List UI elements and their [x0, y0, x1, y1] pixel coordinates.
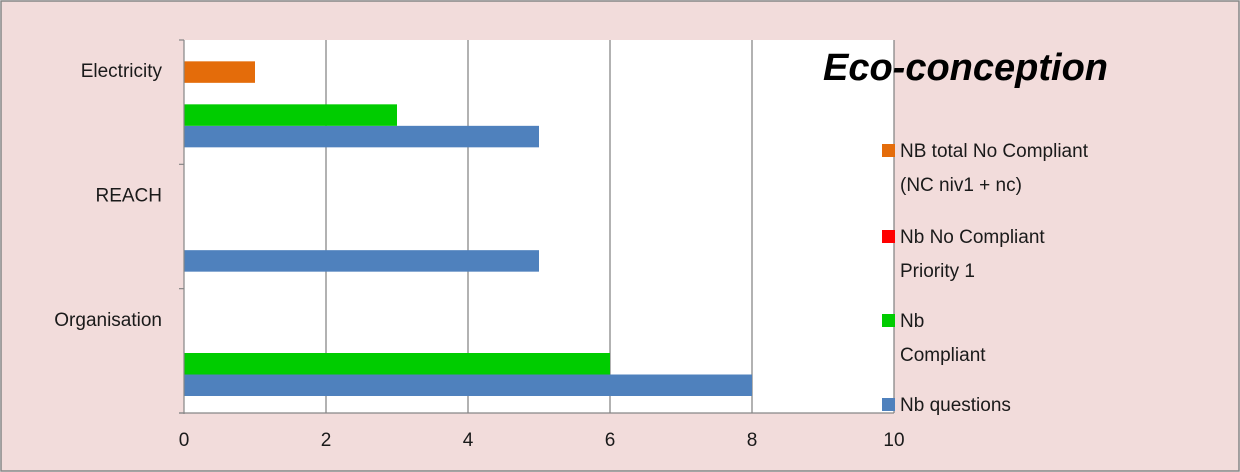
plot-area [184, 40, 894, 413]
legend-label-nb-questions: Nb questions [900, 395, 1011, 416]
bar-electricity-nb-questions [184, 125, 539, 148]
bar-organisation-nb-questions [184, 374, 752, 396]
x-tick-label-4: 4 [463, 430, 474, 451]
category-label-reach: REACH [95, 186, 162, 207]
axes [179, 39, 894, 414]
x-tick-label-0: 0 [179, 430, 190, 451]
bars [184, 61, 752, 396]
category-label-organisation: Organisation [54, 310, 162, 331]
x-tick-labels: 0 2 4 6 8 10 [179, 430, 905, 451]
x-tick-label-2: 2 [321, 430, 332, 451]
legend-label-nb-total-no-compliant-nc-niv1-nc-line-1: NB total No Compliant [900, 141, 1089, 162]
category-label-electricity: Electricity [81, 61, 163, 82]
bar-reach-nb-questions [184, 250, 539, 272]
legend-label-nb-compliant-line-1: Nb [900, 311, 924, 332]
legend-label-nb-no-compliant-priority-1-line-2: Priority 1 [900, 261, 975, 282]
legend-swatch-nb-no-compliant-priority-1 [882, 230, 895, 243]
legend-label-nb-total-no-compliant-nc-niv1-nc-line-2: (NC niv1 + nc) [900, 175, 1022, 196]
x-tick-label-6: 6 [605, 430, 616, 451]
legend-swatch-nb-total-no-compliant-nc-niv1-nc [882, 144, 895, 157]
legend-swatch-nb-questions [882, 398, 895, 411]
legend-swatch-nb-compliant [882, 314, 895, 327]
x-tick-label-10: 10 [883, 430, 904, 451]
legend-label-nb-no-compliant-priority-1-line-1: Nb No Compliant [900, 227, 1045, 248]
legend: NB total No Compliant (NC niv1 + nc) Nb No… [882, 141, 1089, 416]
gridlines [325, 40, 895, 413]
legend-label-nb-compliant-line-2: Compliant [900, 345, 986, 366]
chart-title: Eco-conception [823, 47, 1108, 89]
x-tick-label-8: 8 [747, 430, 758, 451]
category-labels: Organisation REACH Electricity [54, 61, 162, 331]
bar-organisation-nb-compliant [184, 353, 610, 375]
bar-electricity-nb-total-no-compliant-nc-niv1-nc [184, 61, 255, 83]
bar-electricity-nb-compliant [184, 104, 397, 126]
